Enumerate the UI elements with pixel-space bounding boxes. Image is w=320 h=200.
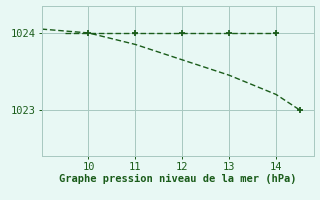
X-axis label: Graphe pression niveau de la mer (hPa): Graphe pression niveau de la mer (hPa) <box>59 174 296 184</box>
